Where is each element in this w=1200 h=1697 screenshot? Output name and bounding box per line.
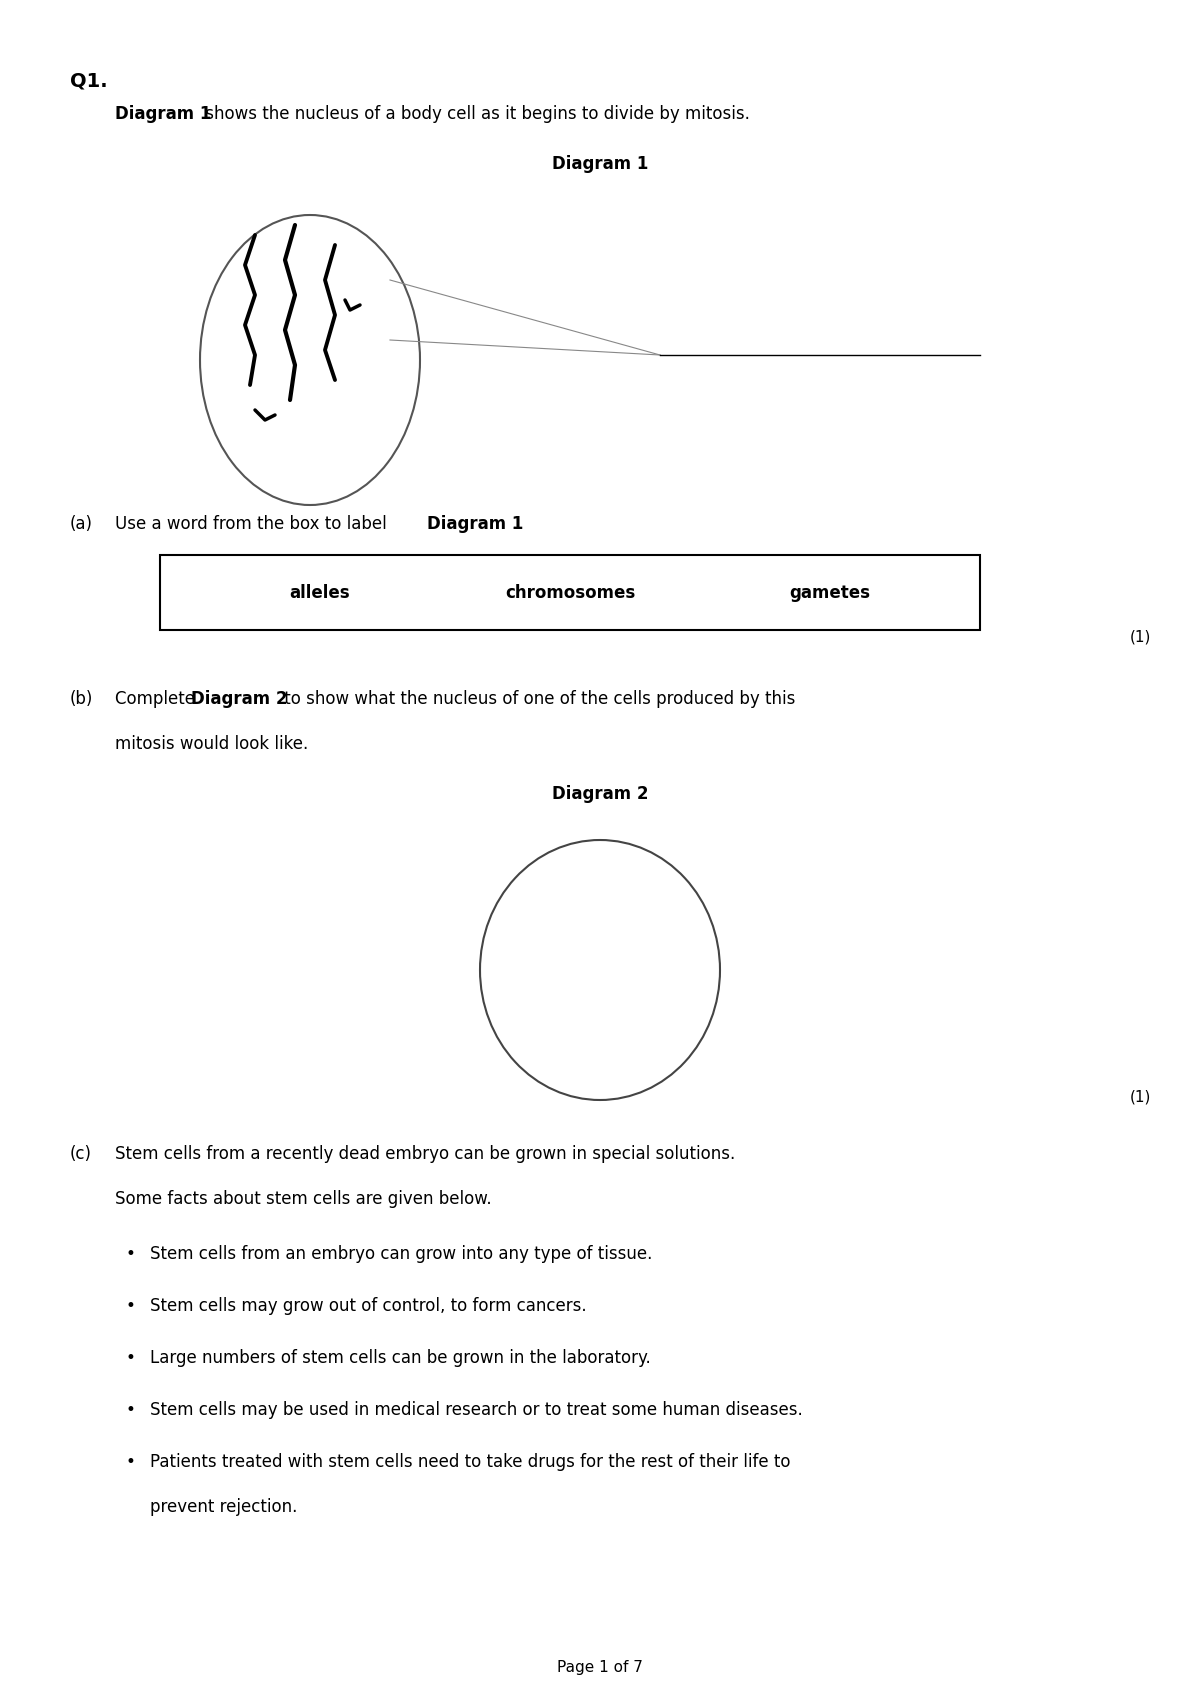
- Text: Diagram 1: Diagram 1: [427, 514, 523, 533]
- Text: •: •: [125, 1453, 134, 1471]
- Text: gametes: gametes: [790, 584, 870, 601]
- Text: alleles: alleles: [289, 584, 350, 601]
- Text: •: •: [125, 1402, 134, 1419]
- Text: mitosis would look like.: mitosis would look like.: [115, 735, 308, 753]
- Text: Stem cells may be used in medical research or to treat some human diseases.: Stem cells may be used in medical resear…: [150, 1402, 803, 1419]
- Text: Page 1 of 7: Page 1 of 7: [557, 1660, 643, 1675]
- FancyBboxPatch shape: [160, 555, 980, 630]
- Text: shows the nucleus of a body cell as it begins to divide by mitosis.: shows the nucleus of a body cell as it b…: [200, 105, 750, 122]
- Text: (1): (1): [1130, 630, 1151, 645]
- Text: •: •: [125, 1349, 134, 1368]
- Text: Q1.: Q1.: [70, 71, 108, 92]
- Text: Use a word from the box to label: Use a word from the box to label: [115, 514, 392, 533]
- Text: prevent rejection.: prevent rejection.: [150, 1498, 298, 1515]
- Text: Diagram 1: Diagram 1: [552, 154, 648, 173]
- Text: Patients treated with stem cells need to take drugs for the rest of their life t: Patients treated with stem cells need to…: [150, 1453, 791, 1471]
- Text: Large numbers of stem cells can be grown in the laboratory.: Large numbers of stem cells can be grown…: [150, 1349, 650, 1368]
- Text: Stem cells may grow out of control, to form cancers.: Stem cells may grow out of control, to f…: [150, 1297, 587, 1315]
- Text: Diagram 2: Diagram 2: [191, 691, 288, 708]
- Text: Some facts about stem cells are given below.: Some facts about stem cells are given be…: [115, 1190, 492, 1208]
- Text: Stem cells from an embryo can grow into any type of tissue.: Stem cells from an embryo can grow into …: [150, 1246, 653, 1263]
- Text: Diagram 2: Diagram 2: [552, 786, 648, 803]
- Text: Complete: Complete: [115, 691, 200, 708]
- Text: (1): (1): [1130, 1089, 1151, 1105]
- Text: •: •: [125, 1297, 134, 1315]
- Text: (b): (b): [70, 691, 94, 708]
- Text: Diagram 1: Diagram 1: [115, 105, 211, 122]
- Text: chromosomes: chromosomes: [505, 584, 635, 601]
- Text: (c): (c): [70, 1145, 92, 1162]
- Text: .: .: [511, 514, 516, 533]
- Text: to show what the nucleus of one of the cells produced by this: to show what the nucleus of one of the c…: [278, 691, 796, 708]
- Text: •: •: [125, 1246, 134, 1263]
- Text: (a): (a): [70, 514, 94, 533]
- Text: Stem cells from a recently dead embryo can be grown in special solutions.: Stem cells from a recently dead embryo c…: [115, 1145, 736, 1162]
